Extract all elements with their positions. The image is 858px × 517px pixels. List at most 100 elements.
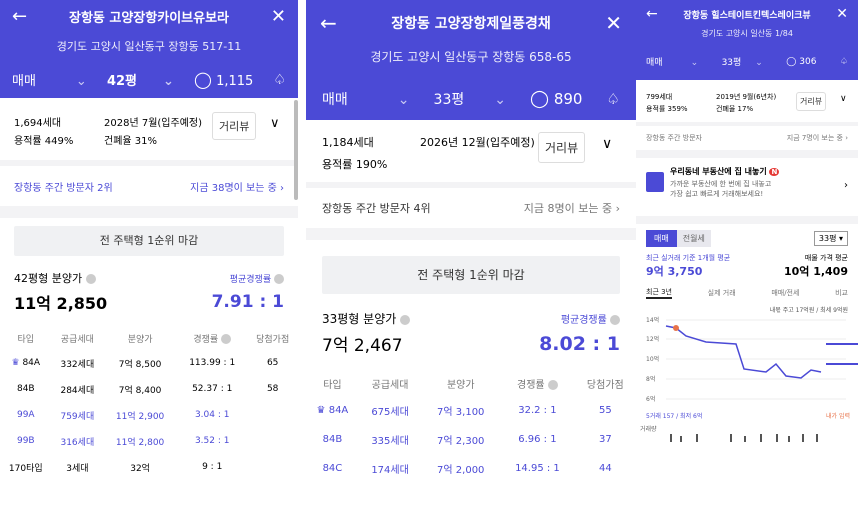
tab-sale[interactable]: 매매: [646, 230, 677, 247]
street-view-button[interactable]: 거리뷰: [538, 132, 586, 163]
price-cell: 7억 2,300: [437, 436, 485, 447]
sale-price: 7억 2,467: [322, 336, 403, 356]
supply-table: 타입 공급세대 분양가 경쟁률 당첨가점 ♛ 84A 675세대 7억 3,100 3…: [306, 370, 636, 483]
price-chart[interactable]: 14억 12억 10억 8억 6억 5거래 157 / 최저 6억 내가 입력: [636, 314, 858, 424]
table-row[interactable]: ♛ 84A 675세대 7억 3,100 32.2 : 1 55: [306, 396, 636, 425]
help-icon[interactable]: [400, 314, 411, 325]
page-title: 장항동 힐스테이트킨텍스레이크뷰: [683, 10, 811, 21]
high-marker: [673, 325, 679, 331]
ask-label: 매물 가격 평균: [804, 254, 848, 262]
chart-controls: 매매 전월세 33평 ▾: [636, 224, 858, 247]
table-row[interactable]: 84B 284세대 7억 8,400 52.37 : 1 58: [0, 376, 298, 402]
households: 1,694세대: [14, 118, 62, 129]
promo-banner[interactable]: 우리동네 부동산에 집 내놓기 N 가까운 부동산에 한 번에 집 내놓고 가장…: [636, 158, 858, 216]
now-viewing: 지금 38명이 보는 중 ›: [190, 182, 284, 194]
size-select[interactable]: 33평 ⌄: [434, 89, 506, 109]
score-cell: [247, 454, 298, 480]
col-rate: 경쟁률: [500, 370, 574, 396]
supply-cell: 335세대: [371, 436, 409, 447]
comments-button[interactable]: ◯ 890: [530, 89, 582, 109]
visitor-row[interactable]: 장항동 주간 방문자 4위 지금 8명이 보는 중 ›: [306, 188, 636, 228]
move-in-date: 2028년 7월(입주예정): [104, 118, 202, 129]
promo-title: 우리동네 부동산에 집 내놓기 N: [670, 166, 848, 177]
move-in-date: 2019년 9월(6년차): [716, 93, 777, 101]
volume-bar: [802, 434, 804, 442]
comments-button[interactable]: ◯ 1,115: [194, 70, 253, 89]
trade-label: 매매: [12, 74, 36, 89]
share-icon[interactable]: ∨: [840, 94, 847, 104]
bell-icon[interactable]: ♤: [839, 56, 848, 67]
close-icon[interactable]: ✕: [270, 5, 286, 27]
sale-price: 11억 2,850: [14, 294, 108, 313]
table-header: 타입 공급세대 분양가 경쟁률 당첨가점: [0, 326, 298, 350]
help-icon[interactable]: [221, 334, 232, 344]
size-select[interactable]: 42평 ⌄: [107, 70, 174, 89]
col-rate-text: 경쟁률: [193, 334, 219, 345]
crown-icon: ♛: [316, 405, 326, 416]
size-label: 42평: [106, 74, 138, 89]
back-arrow-icon[interactable]: ←: [320, 11, 337, 35]
tab-rent[interactable]: 전월세: [676, 230, 711, 247]
visitor-row[interactable]: 장항동 주간 방문자 지금 7명이 보는 중 ›: [636, 126, 858, 150]
comments-button[interactable]: ◯ 306: [786, 57, 816, 67]
comment-count: 1,115: [216, 74, 254, 89]
table-row[interactable]: 99A 759세대 11억 2,900 3.04 : 1: [0, 402, 298, 428]
scrollbar[interactable]: [294, 100, 298, 200]
now-viewing: 지금 8명이 보는 중 ›: [523, 202, 620, 215]
tab-actual[interactable]: 실제 거래: [707, 289, 736, 297]
back-arrow-icon[interactable]: ←: [12, 5, 28, 27]
bell-icon[interactable]: ♤: [273, 71, 286, 88]
help-icon[interactable]: [547, 379, 558, 390]
trade-select[interactable]: 매매 ⌄: [646, 55, 698, 68]
comp-label-text: 평균경쟁률: [229, 274, 272, 285]
info-section: 1,184세대 2026년 12월(입주예정) 용적률 190% 거리뷰 ∨: [306, 120, 636, 176]
visitor-row[interactable]: 장항동 주간 방문자 2위 지금 38명이 보는 중 ›: [0, 166, 298, 206]
table-header: 타입 공급세대 분양가 경쟁률 당첨가점: [306, 370, 636, 396]
help-icon[interactable]: [274, 274, 284, 284]
table-row[interactable]: 84C 174세대 7억 2,000 14.95 : 1 44: [306, 454, 636, 483]
tab-sale-rent[interactable]: 매매/전세: [771, 289, 800, 297]
chevron-down-icon: ⌄: [494, 92, 506, 108]
help-icon[interactable]: [610, 315, 620, 325]
rank-closed-button[interactable]: 전 주택형 1순위 마감: [14, 226, 284, 256]
price-cell: 7억 2,000: [437, 465, 485, 476]
size-select[interactable]: 33평 ⌄: [722, 55, 763, 68]
size-label: 33평: [721, 58, 742, 68]
header: ← 장항동 고양장항제일풍경채 ✕ 경기도 고양시 일산동구 장항동 658-6…: [306, 0, 636, 120]
size-label: 33평: [433, 92, 465, 108]
share-icon[interactable]: ∨: [270, 116, 280, 131]
back-arrow-icon[interactable]: ←: [646, 6, 658, 22]
street-view-button[interactable]: 거리뷰: [212, 112, 257, 140]
col-supply: 공급세대: [60, 334, 94, 345]
rank-closed-button[interactable]: 전 주택형 1순위 마감: [322, 256, 620, 294]
ask-price: 10억 1,409: [783, 265, 848, 278]
price-label-text: 33평형 분양가: [322, 312, 397, 326]
tab-compare[interactable]: 비교: [835, 289, 848, 297]
street-view-button[interactable]: 거리뷰: [796, 92, 827, 111]
close-icon[interactable]: ✕: [836, 6, 848, 22]
tab-3years[interactable]: 최근 3년: [646, 287, 672, 299]
table-row[interactable]: ♛ 84A 332세대 7억 8,500 113.99 : 1 65: [0, 350, 298, 376]
visitor-rank: 장항동 주간 방문자 2위: [14, 182, 113, 194]
table-row[interactable]: 84B 335세대 7억 2,300 6.96 : 1 37: [306, 425, 636, 454]
panel-hillstate-lakeview: ← 장항동 힐스테이트킨텍스레이크뷰 ✕ 경기도 고양시 일산동 1/84 매매…: [636, 0, 858, 517]
trade-select[interactable]: 매매 ⌄: [322, 89, 410, 109]
size-dropdown[interactable]: 33평 ▾: [813, 231, 848, 246]
col-rate: 경쟁률: [177, 326, 247, 350]
price-cell: 11억 2,800: [115, 437, 165, 448]
close-icon[interactable]: ✕: [605, 11, 622, 35]
divider: [0, 206, 298, 218]
now-viewing-text: 지금 38명이 보는 중: [190, 182, 277, 194]
table-row[interactable]: 99B 316세대 11억 2,800 3.52 : 1: [0, 428, 298, 454]
volume-bar: [816, 434, 818, 442]
help-icon[interactable]: [85, 274, 96, 284]
bell-icon[interactable]: ♤: [606, 90, 620, 108]
trade-select[interactable]: 매매 ⌄: [12, 70, 87, 89]
volume-bar: [788, 436, 790, 442]
divider: [636, 216, 858, 224]
share-icon[interactable]: ∨: [602, 136, 613, 152]
info-section: 1,694세대 2028년 7월(입주예정) 용적률 449% 건폐율 31% 거리…: [0, 98, 298, 160]
table-row[interactable]: 170타입 3세대 32억 9 : 1: [0, 454, 298, 480]
coverage-ratio: 건폐율 31%: [104, 136, 158, 147]
price-cell: 11억 2,900: [115, 411, 165, 422]
